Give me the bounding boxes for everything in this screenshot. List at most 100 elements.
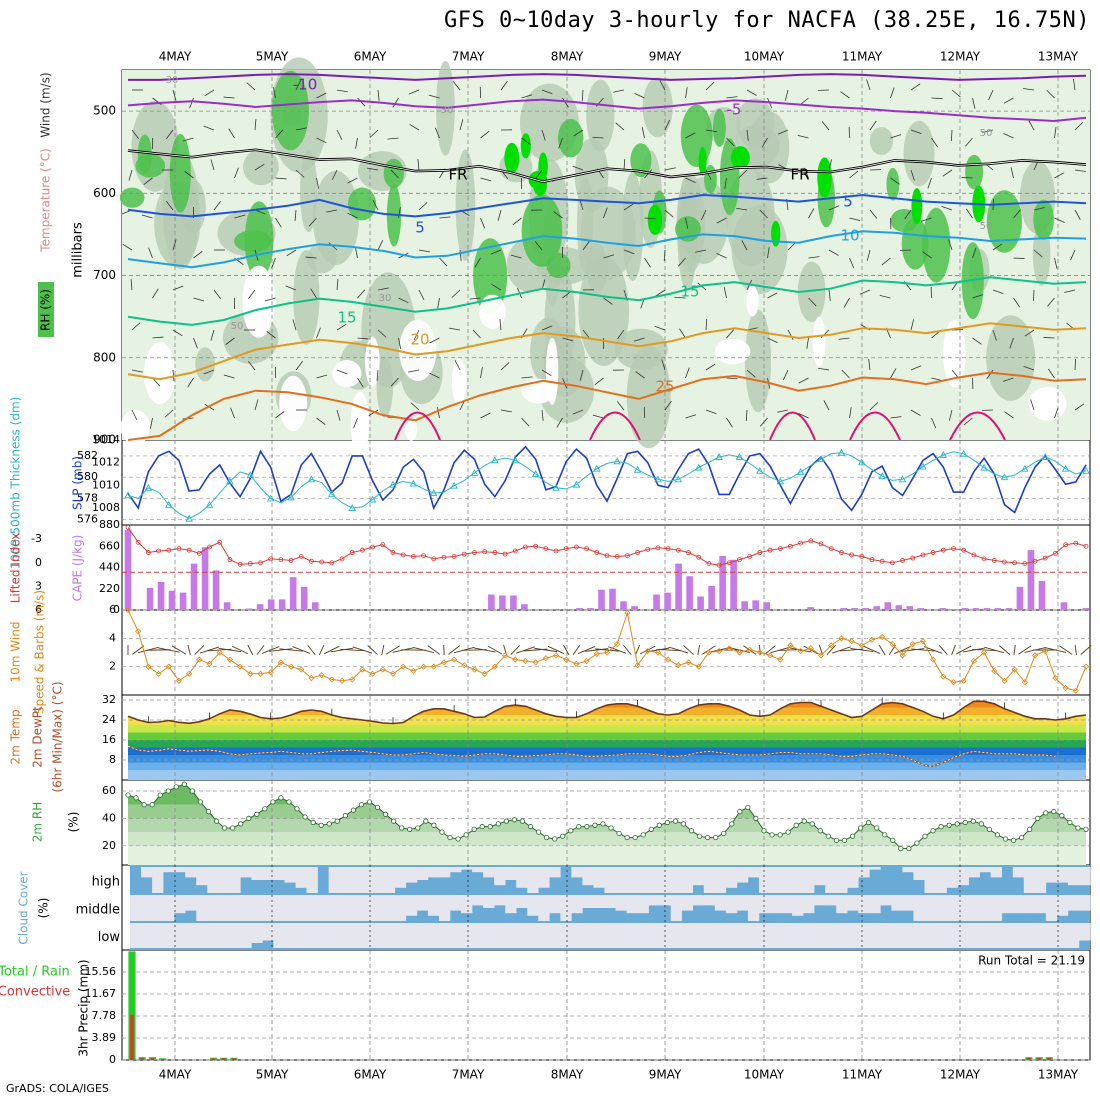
wind-barb-10m xyxy=(938,645,948,655)
wind-barb xyxy=(437,297,440,309)
wind-barb xyxy=(377,239,384,251)
wind-barb xyxy=(761,137,768,148)
cloud-middle-gap xyxy=(405,895,418,916)
x-tick-label-bottom: 6MAY xyxy=(354,1068,387,1082)
precip-tick-label: 15.56 xyxy=(85,965,117,978)
rh-tick-label: 40 xyxy=(102,811,116,824)
cloud-low-gap xyxy=(902,923,914,948)
wind-barb xyxy=(1043,337,1055,339)
lifted-index-point xyxy=(196,550,202,556)
wind-barb xyxy=(677,257,686,267)
wind-barb xyxy=(869,120,877,131)
contour-label: FR xyxy=(448,166,467,184)
rh-point xyxy=(978,821,984,827)
lifted-index-point xyxy=(461,551,467,557)
wind-barb xyxy=(376,369,379,381)
wind-barb xyxy=(490,249,502,255)
wind-speed-point xyxy=(644,648,651,655)
cloud-high-gap xyxy=(461,867,473,870)
thickness-point xyxy=(389,480,397,488)
lifted-index-point xyxy=(319,559,325,565)
panel-frame xyxy=(121,439,1091,526)
precip-tick-label: 0 xyxy=(109,1053,116,1066)
lifted-index-point xyxy=(808,538,814,544)
rh-zone-moist xyxy=(119,187,145,208)
wind-barb xyxy=(541,409,544,421)
cape-bar xyxy=(488,594,495,610)
wind-barb xyxy=(254,119,257,131)
contour-label: 15 xyxy=(680,283,699,301)
wind-barb xyxy=(685,217,689,229)
cloud-low-gap xyxy=(869,923,881,948)
lifted-index-point xyxy=(828,546,834,552)
wind-speed-point xyxy=(196,656,203,663)
rh-zone-mid xyxy=(195,347,215,382)
wind-barb xyxy=(972,97,976,109)
wind-barb xyxy=(429,337,440,344)
wind-barb xyxy=(931,330,941,339)
wind-speed-point xyxy=(726,645,733,652)
isotherm-30 xyxy=(394,411,441,441)
wind-barb xyxy=(316,92,327,99)
cloud-low-gap xyxy=(383,923,396,948)
wind-speed-point xyxy=(542,655,549,662)
rh-point xyxy=(350,807,357,813)
wind-barb xyxy=(767,337,778,344)
thickness-point xyxy=(1041,453,1049,460)
axis-label-lifted-index: Lifted Index xyxy=(9,533,23,604)
li-tick-label: 0 xyxy=(35,556,42,569)
thickness-point xyxy=(409,479,418,487)
cape-bar xyxy=(146,587,154,610)
rh-point xyxy=(696,833,703,839)
lifted-index-point xyxy=(207,544,212,550)
cloud-high-gap xyxy=(163,867,175,873)
cloud-low-gap xyxy=(1012,923,1025,948)
rh-zone-saturated xyxy=(911,188,923,225)
rh-point xyxy=(705,834,711,841)
wind-barb xyxy=(1054,217,1065,223)
wind-speed-point xyxy=(1001,677,1008,684)
wind-barb xyxy=(849,170,859,179)
wind-barb xyxy=(541,129,546,141)
lifted-index-point xyxy=(624,553,630,559)
wind-speed-point xyxy=(155,670,162,677)
rh-point xyxy=(334,818,340,824)
cape-bar xyxy=(256,604,264,610)
wind-speed-point xyxy=(828,642,835,649)
cloud-middle-gap xyxy=(979,895,991,921)
rh-zone-dry xyxy=(120,409,151,445)
wind-barb-10m xyxy=(585,648,609,652)
wind-barb-10m xyxy=(1018,645,1032,655)
wind-barb xyxy=(603,297,613,305)
wind-barb xyxy=(390,169,399,179)
wind-barb xyxy=(920,217,932,222)
rh-point xyxy=(866,819,872,826)
wind-barb xyxy=(664,119,671,131)
rh-zone-dry xyxy=(714,338,751,365)
wind-barb xyxy=(164,409,174,418)
cape-bar xyxy=(300,586,308,610)
wind-barb xyxy=(803,167,809,179)
wind-barb xyxy=(223,96,235,99)
cloud-middle-gap xyxy=(328,895,340,921)
wind-barb xyxy=(203,369,215,375)
lifted-index-point xyxy=(859,554,865,559)
rh-zone-saturated xyxy=(817,157,832,198)
cloud-middle-gap xyxy=(416,895,429,911)
wind-barb xyxy=(248,289,256,300)
rh-zone-mid xyxy=(455,149,476,261)
wind-speed-point xyxy=(991,667,998,674)
wind-barb xyxy=(357,377,364,388)
rh-zone-moist xyxy=(890,208,918,233)
rh-point xyxy=(374,804,381,811)
thickness-point xyxy=(776,477,785,485)
wind-barb-10m xyxy=(984,646,1005,654)
y-tick-label: 500 xyxy=(93,104,116,118)
rh-zone-mid xyxy=(869,126,894,156)
cloud-high-gap xyxy=(549,867,561,878)
cape-bar xyxy=(917,608,925,610)
cloud-high-gap xyxy=(306,867,318,893)
wind-barb xyxy=(818,367,830,371)
wind-barb-10m xyxy=(635,644,641,656)
wind-barb xyxy=(377,329,387,338)
